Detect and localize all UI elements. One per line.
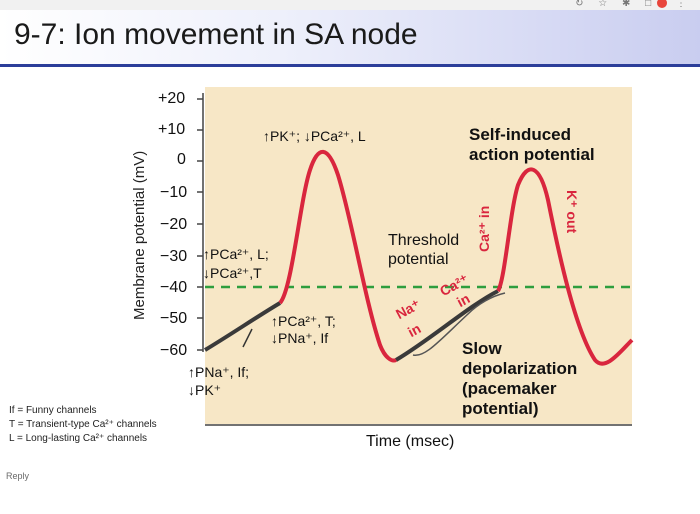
slow-label-4: potential) xyxy=(462,399,539,418)
legend-long-lasting-channels: L = Long-lasting Ca²⁺ channels xyxy=(9,433,148,444)
y-tick-label: +10 xyxy=(158,121,186,138)
slide: 9-7: Ion movement in SA node xyxy=(0,10,700,495)
y-tick-label: −50 xyxy=(160,310,188,327)
self-induced-label-1: Self-induced xyxy=(469,125,572,144)
ca-in-vertical-label: Ca²⁺ in xyxy=(476,205,492,252)
threshold-label-2: potential xyxy=(388,251,449,268)
self-induced-label-2: action potential xyxy=(469,145,595,164)
y-tick-label: −30 xyxy=(160,248,188,265)
reply-link[interactable]: Reply xyxy=(6,471,30,481)
action-potential-1 xyxy=(278,149,397,363)
slow-label-2: depolarization xyxy=(462,359,578,378)
threshold-label-1: Threshold xyxy=(388,232,460,249)
pca-l-note-2: ↓PCa²⁺,T xyxy=(203,265,262,281)
y-tick-label: −20 xyxy=(160,216,188,233)
title-band xyxy=(0,10,700,64)
x-axis-label: Time (msec) xyxy=(366,433,455,450)
y-tick-label: −10 xyxy=(160,184,188,201)
pca-l-note-1: ↑PCa²⁺, L; xyxy=(203,246,269,262)
action-potential-2 xyxy=(496,167,634,366)
pacemaker-segment-2 xyxy=(394,289,499,362)
pointer-line xyxy=(242,328,253,348)
y-tick-label: −40 xyxy=(160,279,188,296)
y-axis-ticks xyxy=(197,98,203,351)
y-tick-label: 0 xyxy=(177,151,186,168)
pacemaker-segment-1 xyxy=(203,301,282,352)
y-tick-label: +20 xyxy=(158,90,186,107)
legend-funny-channels: If = Funny channels xyxy=(9,405,97,416)
slide-title: 9-7: Ion movement in SA node xyxy=(14,18,418,51)
pca-t-note-2: ↓PNa⁺, If xyxy=(271,330,329,346)
legend-transient-channels: T = Transient-type Ca²⁺ channels xyxy=(9,419,157,430)
browser-toolbar: ↻ ☆ ✱ □ ⋮ xyxy=(0,0,700,10)
pna-note-1: ↑PNa⁺, If; xyxy=(188,364,250,380)
profile-avatar[interactable] xyxy=(657,0,668,9)
k-out-vertical-label: K⁺ out xyxy=(564,190,580,234)
browser-icons: ↻ ☆ ✱ □ ⋮ xyxy=(575,0,692,9)
pna-note-2: ↓PK⁺ xyxy=(188,382,222,398)
slow-label-3: (pacemaker xyxy=(462,379,557,398)
title-rule xyxy=(0,64,700,67)
top-formula: ↑PK⁺; ↓PCa²⁺, L xyxy=(263,128,366,144)
y-tick-label: −60 xyxy=(160,342,188,359)
pca-t-note-1: ↑PCa²⁺, T; xyxy=(271,313,336,329)
pacemaker-bracket xyxy=(412,292,506,356)
slow-label-1: Slow xyxy=(462,339,502,358)
